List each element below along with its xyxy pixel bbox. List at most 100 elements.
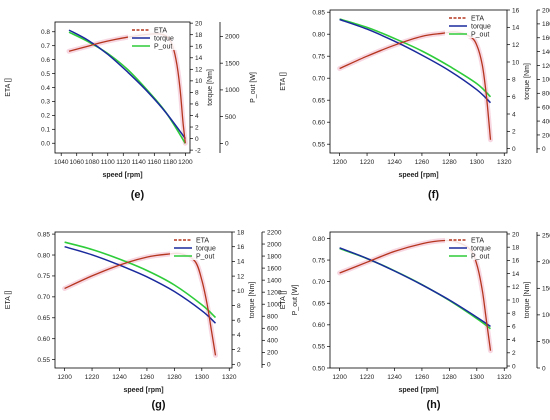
- y-left-tick-label: 0.70: [37, 294, 50, 301]
- y-mid-tick-label: 12: [195, 67, 203, 74]
- y-mid-tick-label: 10: [512, 297, 520, 304]
- x-tick-label: 1240: [387, 374, 402, 381]
- y-left-tick-label: 0.6: [41, 57, 50, 64]
- x-tick-label: 1080: [85, 159, 100, 166]
- y-mid-tick-label: 18: [195, 32, 203, 39]
- y-right-tick-label: 2000: [225, 34, 240, 41]
- y-right-tick-label: 1800: [542, 21, 550, 28]
- x-tick-label: 1280: [442, 159, 457, 166]
- y-right-tick-label: 0: [267, 362, 271, 369]
- x-tick-label: 1260: [415, 374, 430, 381]
- y-mid-tick-label: 14: [195, 55, 203, 62]
- x-tick-label: 1320: [497, 374, 512, 381]
- y-mid-tick-label: 8: [237, 303, 241, 310]
- y-right-tick-label: 1000: [542, 77, 550, 84]
- legend-label: P_out: [471, 254, 489, 261]
- y-mid-tick-label: 14: [512, 271, 520, 278]
- y-right-tick-label: 400: [267, 338, 278, 345]
- y-right-axis-label: P_out [W]: [250, 72, 257, 103]
- y-left-tick-label: 0.5: [41, 71, 50, 78]
- series-line-p-out: [339, 247, 491, 330]
- x-tick-label: 1240: [112, 374, 127, 381]
- y-mid-tick-label: 8: [512, 311, 516, 318]
- y-right-tick-label: 1400: [267, 277, 282, 284]
- y-right-tick-label: 1000: [267, 302, 282, 309]
- y-left-tick-label: 0.0: [41, 141, 50, 148]
- y-right-tick-label: 400: [542, 118, 550, 125]
- x-tick-label: 1040: [54, 159, 69, 166]
- x-tick-label: 1200: [332, 374, 347, 381]
- y-right-tick-label: 500: [542, 339, 550, 346]
- y-left-tick-label: 0.65: [37, 315, 50, 322]
- y-mid-tick-label: 16: [512, 7, 520, 14]
- x-tick-label: 1260: [415, 159, 430, 166]
- y-left-tick-label: 0.85: [37, 231, 50, 238]
- y-left-tick-label: 0.60: [37, 336, 50, 343]
- x-tick-label: 1100: [101, 159, 115, 166]
- y-left-tick-label: 0.55: [312, 142, 325, 149]
- y-left-tick-label: 0.85: [312, 10, 325, 17]
- series-line-p-out: [64, 241, 217, 319]
- y-left-axis-label: ETA []: [5, 78, 12, 97]
- x-axis-label: speed [rpm]: [398, 387, 438, 394]
- y-mid-tick-label: 2: [512, 350, 516, 357]
- y-mid-tick-label: 10: [195, 78, 203, 85]
- x-tick-label: 1120: [116, 159, 130, 166]
- y-right-tick-label: 1500: [225, 60, 240, 67]
- y-mid-tick-label: 4: [237, 332, 241, 339]
- y-mid-tick-label: 10: [512, 59, 520, 66]
- y-mid-tick-label: 10: [237, 288, 245, 295]
- y-left-tick-label: 0.65: [312, 301, 325, 308]
- y-mid-tick-label: 6: [195, 101, 199, 108]
- y-right-tick-label: 600: [542, 104, 550, 111]
- y-right-tick-label: 0: [225, 141, 229, 148]
- y-right-tick-label: 0: [542, 365, 546, 372]
- y-right-tick-label: 2200: [267, 229, 282, 236]
- y-mid-axis-label: torque [Nm]: [524, 282, 531, 319]
- x-axis-label: speed [rpm]: [123, 387, 163, 394]
- y-left-tick-label: 0.70: [312, 279, 325, 286]
- y-mid-axis-label: torque [Nm]: [524, 63, 531, 100]
- y-right-tick-label: 0: [542, 146, 546, 153]
- y-left-tick-label: 0.4: [41, 85, 50, 92]
- y-left-tick-label: 0.1: [41, 127, 50, 134]
- y-mid-tick-label: 20: [195, 20, 203, 27]
- y-right-tick-label: 2000: [267, 241, 282, 248]
- y-right-tick-label: 600: [267, 326, 278, 333]
- y-left-tick-label: 0.3: [41, 99, 50, 106]
- y-mid-tick-label: 20: [512, 231, 520, 238]
- y-mid-tick-label: 0: [512, 363, 516, 370]
- legend-label: P_out: [196, 254, 214, 261]
- y-left-tick-label: 0.75: [37, 273, 50, 280]
- y-mid-tick-label: 4: [195, 113, 199, 120]
- y-right-tick-label: 200: [267, 350, 278, 357]
- y-right-tick-label: 1500: [542, 286, 550, 293]
- y-mid-tick-label: 6: [237, 318, 241, 325]
- y-left-tick-label: 0.8: [41, 29, 50, 36]
- y-left-axis-label: ETA []: [280, 72, 287, 91]
- y-left-axis-label: ETA []: [5, 291, 12, 310]
- legend-label: torque: [154, 36, 174, 43]
- y-right-tick-label: 2500: [542, 232, 550, 239]
- y-mid-tick-label: 4: [512, 337, 516, 344]
- y-left-tick-label: 0.2: [41, 113, 50, 120]
- legend-label: torque: [471, 24, 491, 31]
- y-mid-tick-label: 12: [237, 273, 245, 280]
- y-left-tick-label: 0.60: [312, 120, 325, 127]
- y-left-tick-label: 0.80: [37, 252, 50, 259]
- y-mid-tick-label: 14: [237, 259, 245, 266]
- y-right-tick-label: 800: [267, 314, 278, 321]
- series-line-p-out: [339, 18, 492, 98]
- x-tick-label: 1200: [178, 159, 193, 166]
- y-mid-tick-label: 16: [195, 44, 203, 51]
- x-tick-label: 1280: [442, 374, 457, 381]
- y-left-tick-label: 0.80: [312, 32, 325, 39]
- y-right-tick-label: 1600: [267, 265, 282, 272]
- y-mid-tick-label: 2: [237, 347, 241, 354]
- panel-label: (f): [428, 189, 439, 201]
- y-right-tick-label: 1200: [267, 289, 282, 296]
- x-tick-label: 1220: [360, 159, 375, 166]
- y-left-tick-label: 0.75: [312, 257, 325, 264]
